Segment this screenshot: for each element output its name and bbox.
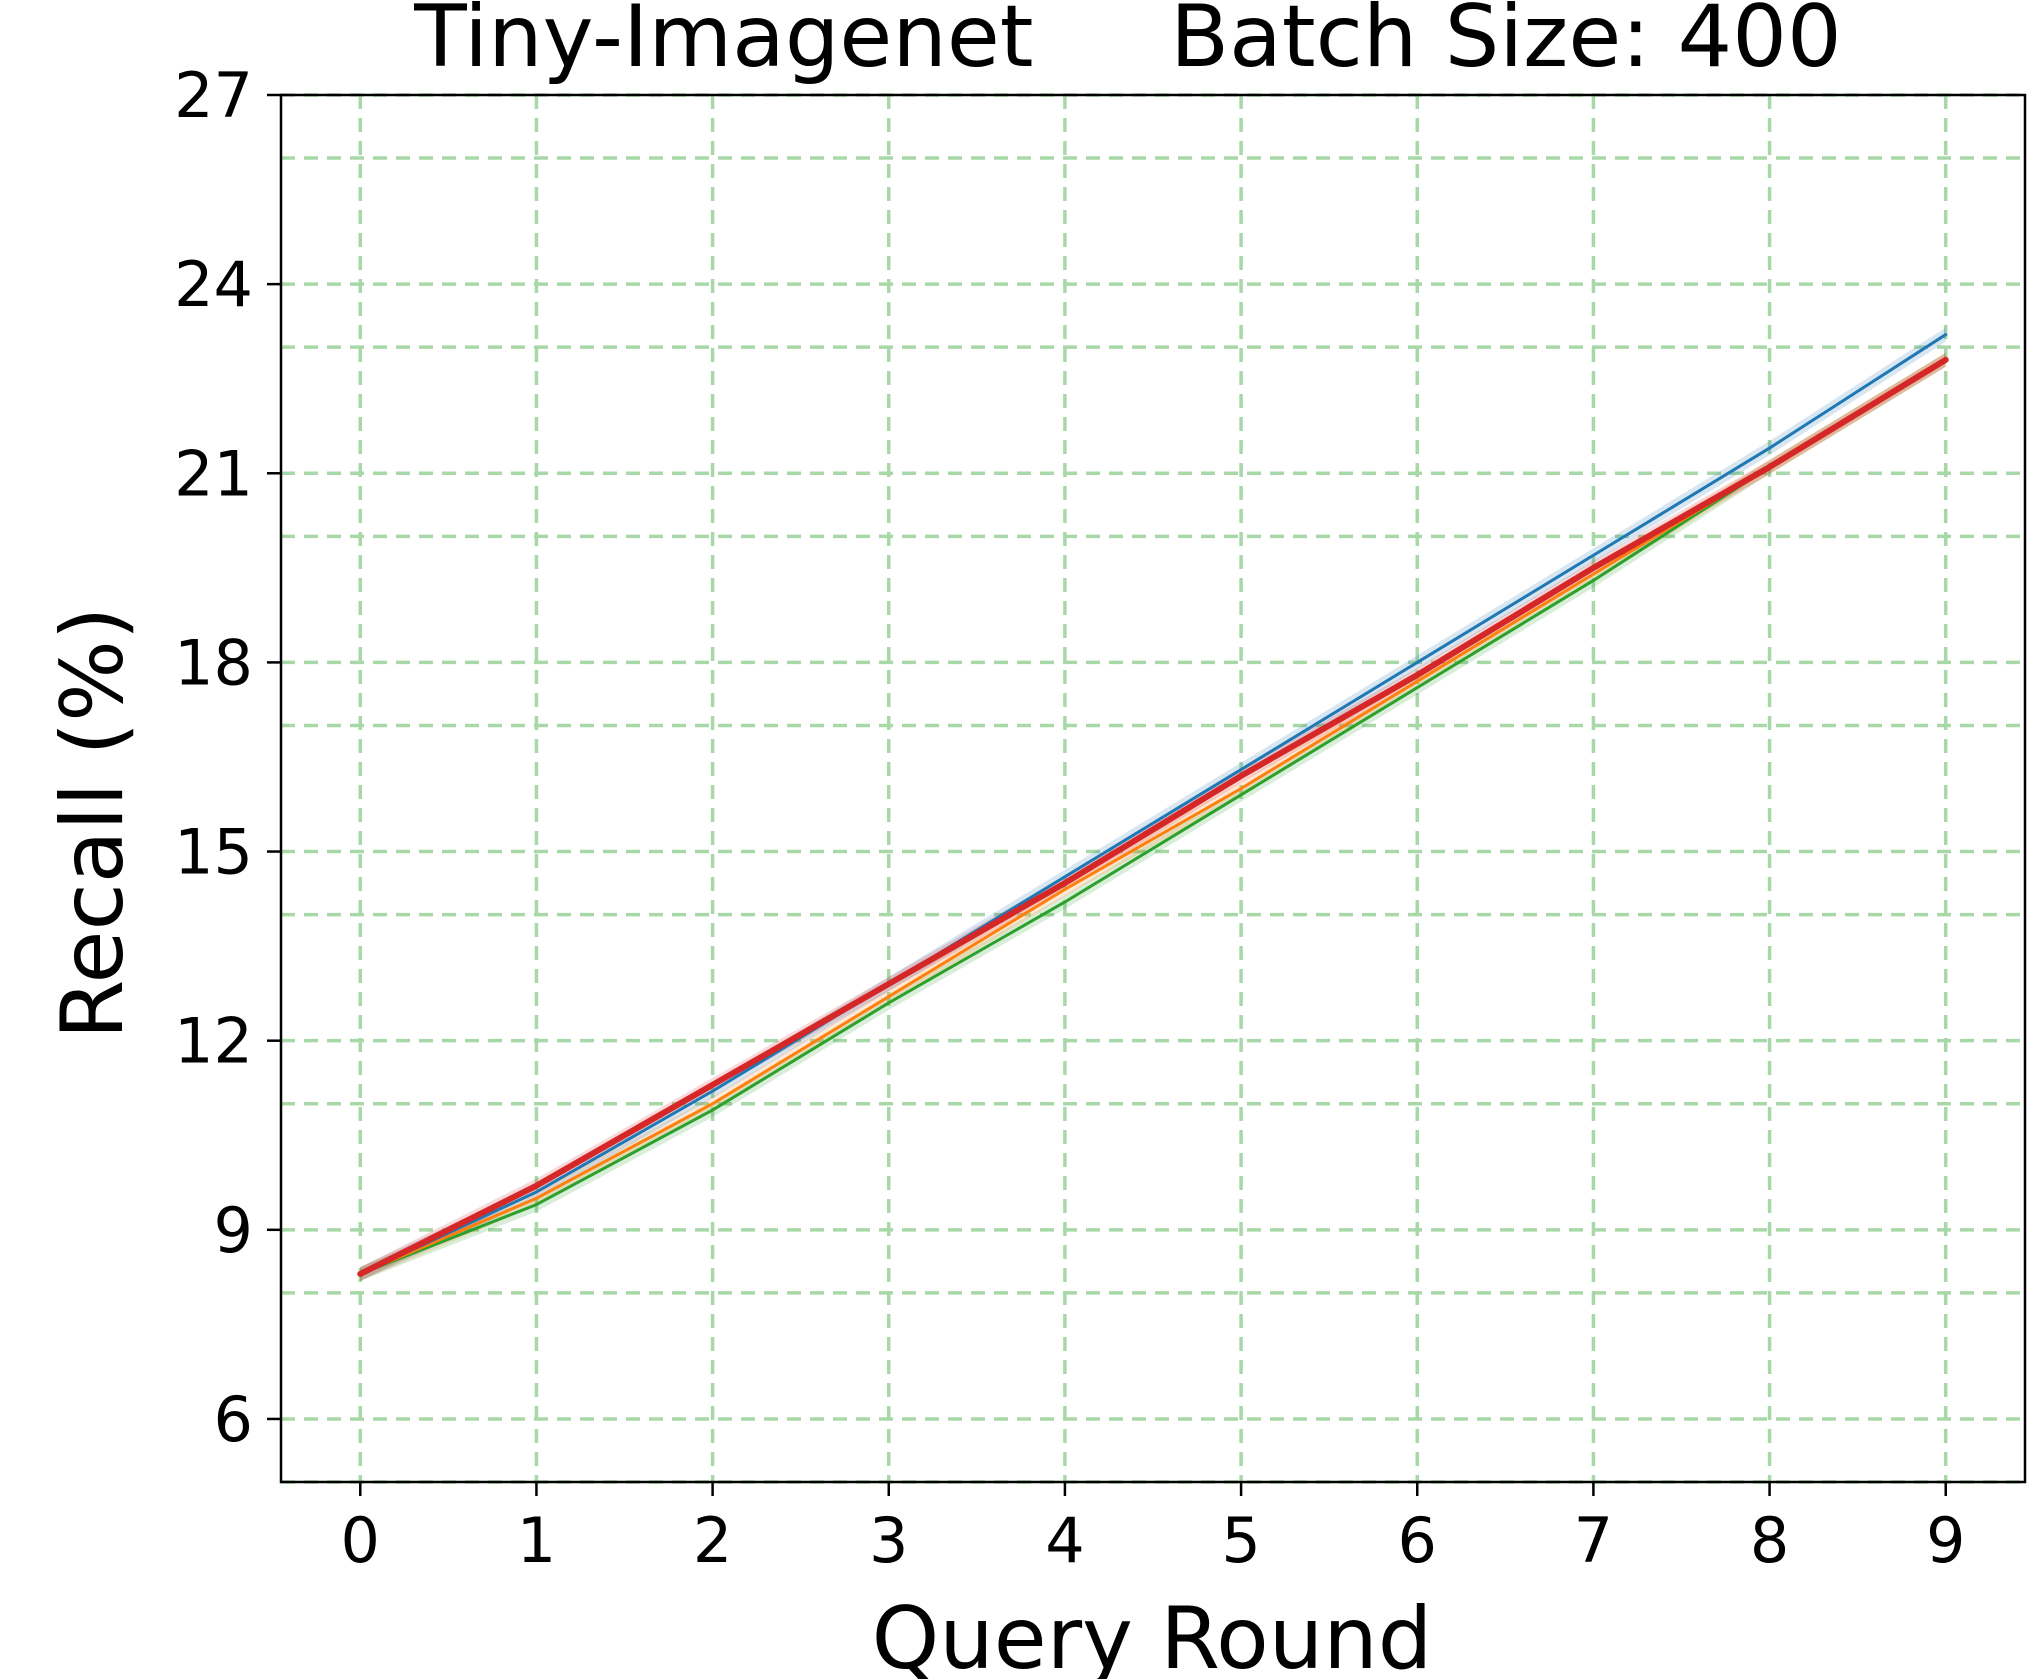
x-tick-label: 3 <box>869 1504 908 1577</box>
y-tick-label: 21 <box>174 437 253 510</box>
y-tick-label: 15 <box>174 816 253 889</box>
plot-frame <box>279 93 2027 1484</box>
x-tick-label: 6 <box>1398 1504 1437 1577</box>
x-axis-ticks: 0 1 2 3 4 5 6 7 8 9 <box>341 1482 1965 1577</box>
y-tick-label: 6 <box>214 1383 253 1456</box>
x-tick-label: 7 <box>1574 1504 1613 1577</box>
y-tick-label: 9 <box>214 1194 253 1267</box>
y-tick-label: 18 <box>174 626 253 699</box>
y-axis-ticks: 6 9 12 15 18 21 24 27 <box>174 59 281 1456</box>
confidence-bands <box>360 327 1946 1281</box>
x-tick-label: 2 <box>693 1504 732 1577</box>
x-tick-label: 4 <box>1045 1504 1084 1577</box>
y-tick-label: 24 <box>174 248 253 321</box>
x-axis-label: Query Round <box>872 1589 1433 1679</box>
x-tick-label: 1 <box>517 1504 556 1577</box>
x-tick-label: 8 <box>1750 1504 1789 1577</box>
x-tick-label: 9 <box>1926 1504 1965 1577</box>
series-line <box>357 356 1949 1277</box>
series-lines <box>357 333 1949 1277</box>
series-line <box>358 358 1948 1276</box>
y-tick-label: 12 <box>174 1005 253 1078</box>
series-line <box>358 333 1948 1276</box>
x-tick-label: 0 <box>341 1504 380 1577</box>
series-band <box>360 352 1946 1281</box>
y-tick-label: 27 <box>174 59 253 132</box>
chart-title: Tiny-Imagenet Batch Size: 400 <box>413 0 1841 87</box>
y-axis-label: Recall (%) <box>43 607 143 1040</box>
x-tick-label: 5 <box>1221 1504 1260 1577</box>
